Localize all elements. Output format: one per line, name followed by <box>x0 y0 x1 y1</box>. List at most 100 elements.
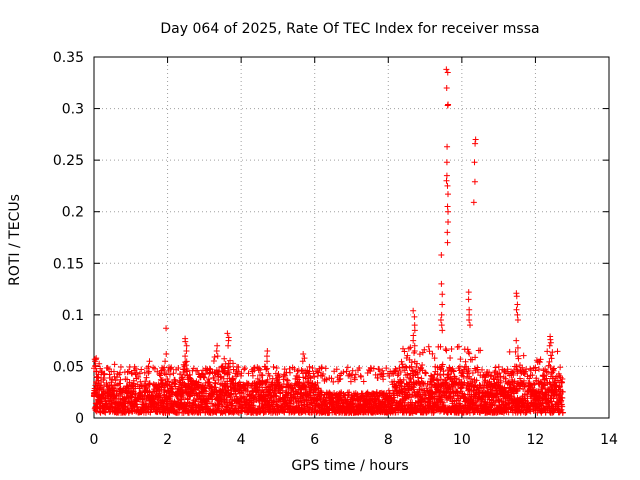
roti-point <box>249 402 256 409</box>
roti-point <box>286 400 293 407</box>
roti-point <box>360 378 367 385</box>
roti-point <box>218 374 225 381</box>
roti-point <box>466 350 473 357</box>
roti-point <box>161 370 168 377</box>
roti-point <box>136 370 143 377</box>
roti-point <box>443 177 450 184</box>
roti-point <box>202 371 209 378</box>
roti-point <box>445 208 452 215</box>
roti-point <box>465 296 472 303</box>
roti-point <box>275 371 282 378</box>
roti-point <box>410 332 417 339</box>
roti-point <box>421 346 428 353</box>
roti-point <box>102 409 109 416</box>
roti-point <box>263 353 270 360</box>
roti-point <box>214 342 221 349</box>
roti-point <box>252 405 259 412</box>
roti-point <box>206 379 213 386</box>
roti-point <box>256 365 263 372</box>
roti-point <box>163 325 170 332</box>
roti-point <box>241 365 248 372</box>
roti-point <box>477 347 484 354</box>
roti-point <box>466 317 473 324</box>
roti-point <box>411 327 418 334</box>
plot-frame <box>93 56 610 419</box>
roti-point <box>445 219 452 226</box>
roti-point <box>143 374 150 381</box>
roti-point <box>223 396 230 403</box>
roti-point <box>103 379 110 386</box>
roti-point <box>198 370 205 377</box>
roti-point <box>443 172 450 179</box>
roti-point <box>264 347 271 354</box>
roti-point <box>276 373 283 380</box>
roti-point <box>547 352 554 359</box>
roti-point <box>251 364 258 371</box>
roti-point <box>492 364 499 371</box>
roti-point <box>344 364 351 371</box>
roti-point <box>111 361 118 368</box>
roti-point <box>471 159 478 166</box>
roti-point <box>238 370 245 377</box>
roti-point <box>183 347 190 354</box>
y-tick-label: 0.2 <box>62 205 84 221</box>
roti-point <box>283 376 290 383</box>
x-axis-label: GPS time / hours <box>291 458 408 474</box>
roti-point <box>358 373 365 380</box>
roti-point <box>465 289 472 296</box>
roti-point <box>471 178 478 185</box>
roti-point <box>322 365 329 372</box>
roti-point <box>349 367 356 374</box>
roti-point <box>184 403 191 410</box>
x-tick-label: 8 <box>384 432 393 448</box>
roti-point <box>426 348 433 355</box>
roti-point <box>410 307 417 314</box>
roti-point <box>163 351 170 358</box>
roti-point <box>183 342 190 349</box>
roti-point <box>135 373 142 380</box>
roti-point <box>444 191 451 198</box>
roti-point <box>140 396 147 403</box>
x-tick-label: 14 <box>600 432 618 448</box>
roti-point <box>300 351 307 358</box>
roti-point <box>438 280 445 287</box>
roti-point <box>544 348 551 355</box>
roti-point <box>245 370 252 377</box>
roti-point <box>124 369 131 376</box>
roti-point <box>214 353 221 360</box>
roti-point <box>133 369 140 376</box>
roti-point <box>117 376 124 383</box>
roti-point <box>291 366 298 373</box>
roti-point <box>203 367 210 374</box>
roti-point <box>513 306 520 313</box>
roti-point <box>466 306 473 313</box>
roti-point <box>235 368 242 375</box>
y-tick-label: 0.25 <box>53 153 84 169</box>
roti-point <box>273 364 280 371</box>
roti-point <box>311 373 318 380</box>
roti-point <box>444 182 451 189</box>
roti-point <box>405 345 412 352</box>
roti-point <box>128 370 135 377</box>
x-tick-label: 6 <box>310 432 319 448</box>
grid-layer <box>94 57 609 418</box>
roti-point <box>443 84 450 91</box>
roti-point <box>225 342 232 349</box>
roti-point <box>466 311 473 318</box>
roti-point <box>125 368 132 375</box>
roti-point <box>547 339 554 346</box>
roti-point <box>254 375 261 382</box>
roti-point <box>184 367 191 374</box>
roti-point <box>240 390 247 397</box>
roti-point <box>143 385 150 392</box>
roti-point <box>220 375 227 382</box>
roti-point <box>465 349 472 356</box>
roti-point <box>212 380 219 387</box>
roti-point <box>282 372 289 379</box>
roti-point <box>438 311 445 318</box>
roti-point <box>444 229 451 236</box>
data-points <box>90 66 566 416</box>
roti-point <box>448 346 455 353</box>
roti-point <box>162 358 169 365</box>
roti-point <box>514 301 521 308</box>
